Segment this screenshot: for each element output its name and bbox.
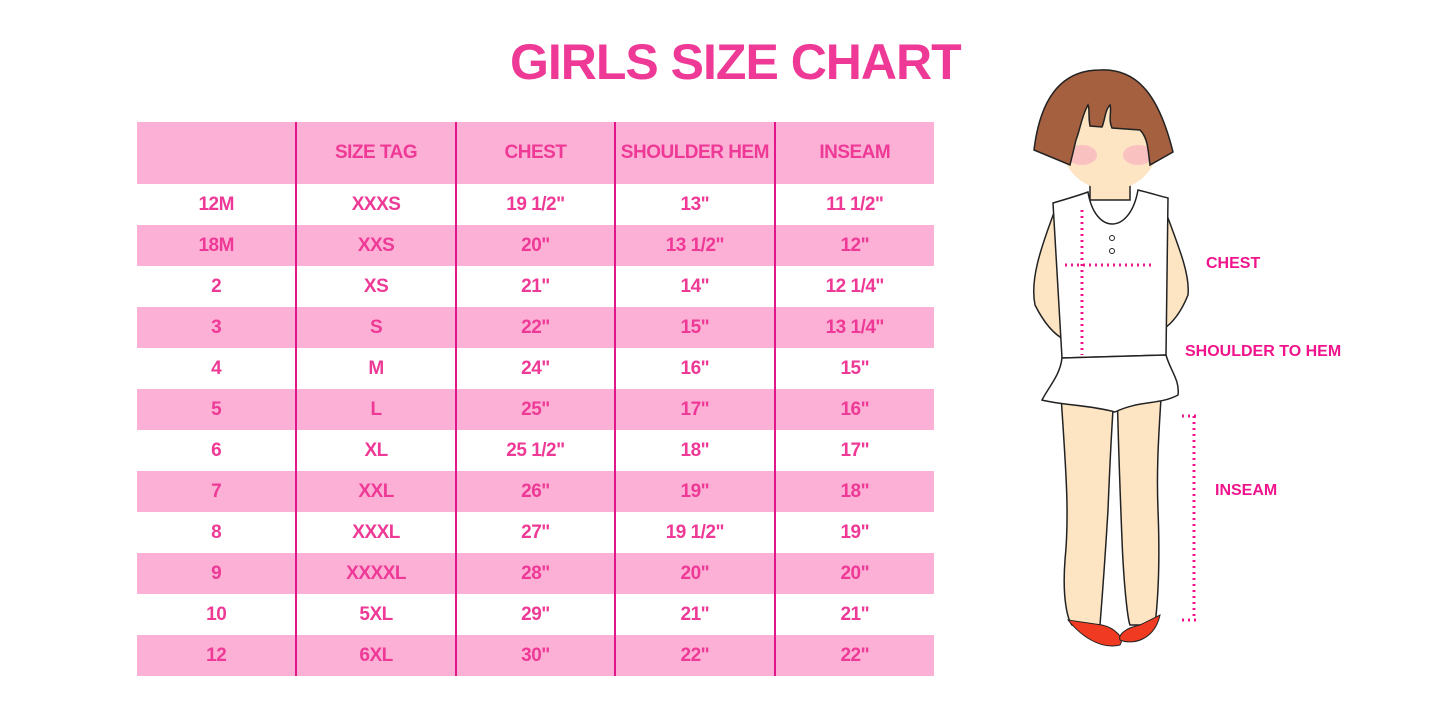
table-cell: 3 <box>137 307 297 348</box>
table-cell: 20" <box>454 225 616 266</box>
table-cell: 20" <box>614 553 775 594</box>
table-cell: 26" <box>454 471 616 512</box>
column-header: INSEAM <box>773 122 934 184</box>
table-row: 8 XXXL 27" 19 1/2" 19" <box>137 512 934 553</box>
table-row: 7 XXL 26" 19" 18" <box>137 471 934 512</box>
table-cell: 20" <box>773 553 934 594</box>
table-cell: 22" <box>773 635 934 676</box>
table-cell: 25" <box>454 389 616 430</box>
table-cell: 22" <box>614 635 775 676</box>
table-cell: 12 1/4" <box>773 266 934 307</box>
table-cell: 18M <box>137 225 297 266</box>
left-shoe-icon <box>1066 619 1122 647</box>
table-cell: 6 <box>211 439 222 461</box>
page-title: GIRLS SIZE CHART <box>510 34 962 90</box>
table-cell: 19 1/2" <box>454 184 616 225</box>
column-header <box>137 122 297 184</box>
table-cell: 21" <box>614 594 775 635</box>
table-cell: M <box>295 348 456 389</box>
table-cell: 21" <box>773 594 934 635</box>
table-row: 2 XS 21" 14" 12 1/4" <box>137 266 934 307</box>
table-cell: 28" <box>454 553 616 594</box>
skirt <box>1040 354 1179 413</box>
table-cell: 25 1/2" <box>454 430 616 471</box>
table-cell: 13 1/4" <box>773 307 934 348</box>
table-cell: 14" <box>614 266 775 307</box>
table-cell: 16" <box>614 348 775 389</box>
column-header: SHOULDER HEM <box>614 122 775 184</box>
table-row: 12M XXXS 19 1/2" 13" 11 1/2" <box>137 184 934 225</box>
table-cell: 30" <box>454 635 616 676</box>
table-row: 12 6XL 30" 22" 22" <box>137 635 934 676</box>
table-cell: 19" <box>773 512 934 553</box>
table-row: 5 L 25" 17" 16" <box>137 389 934 430</box>
table-row: 10 5XL 29" 21" 21" <box>137 594 934 635</box>
table-cell: 8 <box>211 521 222 543</box>
table-cell: XXL <box>295 471 456 512</box>
shirt <box>1052 189 1169 359</box>
girl-measurement-illustration <box>1032 69 1200 647</box>
table-row: 6 XL 25 1/2" 18" 17" <box>137 430 934 471</box>
table-cell: 18" <box>773 471 934 512</box>
table-cell: 17" <box>773 430 934 471</box>
table-cell: 15" <box>773 348 934 389</box>
table-cell: 11 1/2" <box>773 184 934 225</box>
table-cell: 19" <box>614 471 775 512</box>
table-cell: S <box>295 307 456 348</box>
table-cell: 13 1/2" <box>614 225 775 266</box>
table-cell: 27" <box>454 512 616 553</box>
right-shoe-icon <box>1119 614 1161 643</box>
table-cell: 16" <box>773 389 934 430</box>
table-cell: 21" <box>454 266 616 307</box>
table-cell: 15" <box>614 307 775 348</box>
table-cell: 18" <box>614 430 775 471</box>
table-cell: XL <box>295 430 456 471</box>
right-leg <box>1116 379 1163 626</box>
table-cell: 12 <box>137 635 297 676</box>
column-header: CHEST <box>454 122 616 184</box>
table-cell: 5XL <box>295 594 456 635</box>
table-cell: 4 <box>211 357 222 379</box>
left-leg <box>1059 379 1116 626</box>
table-cell: L <box>295 389 456 430</box>
table-cell: 24" <box>454 348 616 389</box>
shoulder-to-hem-label: SHOULDER TO HEM <box>1185 343 1342 360</box>
column-header: SIZE TAG <box>295 122 456 184</box>
table-cell: XXXXL <box>295 553 456 594</box>
table-cell: 5 <box>137 389 297 430</box>
table-cell: 22" <box>454 307 616 348</box>
table-cell: 7 <box>137 471 297 512</box>
table-row: 3 S 22" 15" 13 1/4" <box>137 307 934 348</box>
chest-label: CHEST <box>1206 255 1261 272</box>
table-cell: 12M <box>198 193 234 215</box>
table-cell: 9 <box>137 553 297 594</box>
table-cell: 12" <box>773 225 934 266</box>
table-cell: 10 <box>206 603 227 625</box>
table-cell: XXXL <box>295 512 456 553</box>
table-cell: 17" <box>614 389 775 430</box>
table-cell: 29" <box>454 594 616 635</box>
table-cell: 2 <box>211 275 222 297</box>
table-row: 9 XXXXL 28" 20" 20" <box>137 553 934 594</box>
hair <box>1033 69 1174 167</box>
table-cell: XXS <box>295 225 456 266</box>
table-cell: XXXS <box>295 184 456 225</box>
table-cell: 19 1/2" <box>614 512 775 553</box>
table-header-row: SIZE TAG CHEST SHOULDER HEM INSEAM <box>137 122 934 184</box>
size-chart-table: SIZE TAG CHEST SHOULDER HEM INSEAM 12M XXXS 1… <box>137 122 934 676</box>
table-row: 18M XXS 20" 13 1/2" 12" <box>137 225 934 266</box>
inseam-label: INSEAM <box>1215 482 1278 499</box>
table-row: 4 M 24" 16" 15" <box>137 348 934 389</box>
table-cell: 13" <box>614 184 775 225</box>
table-cell: XS <box>295 266 456 307</box>
table-cell: 6XL <box>295 635 456 676</box>
